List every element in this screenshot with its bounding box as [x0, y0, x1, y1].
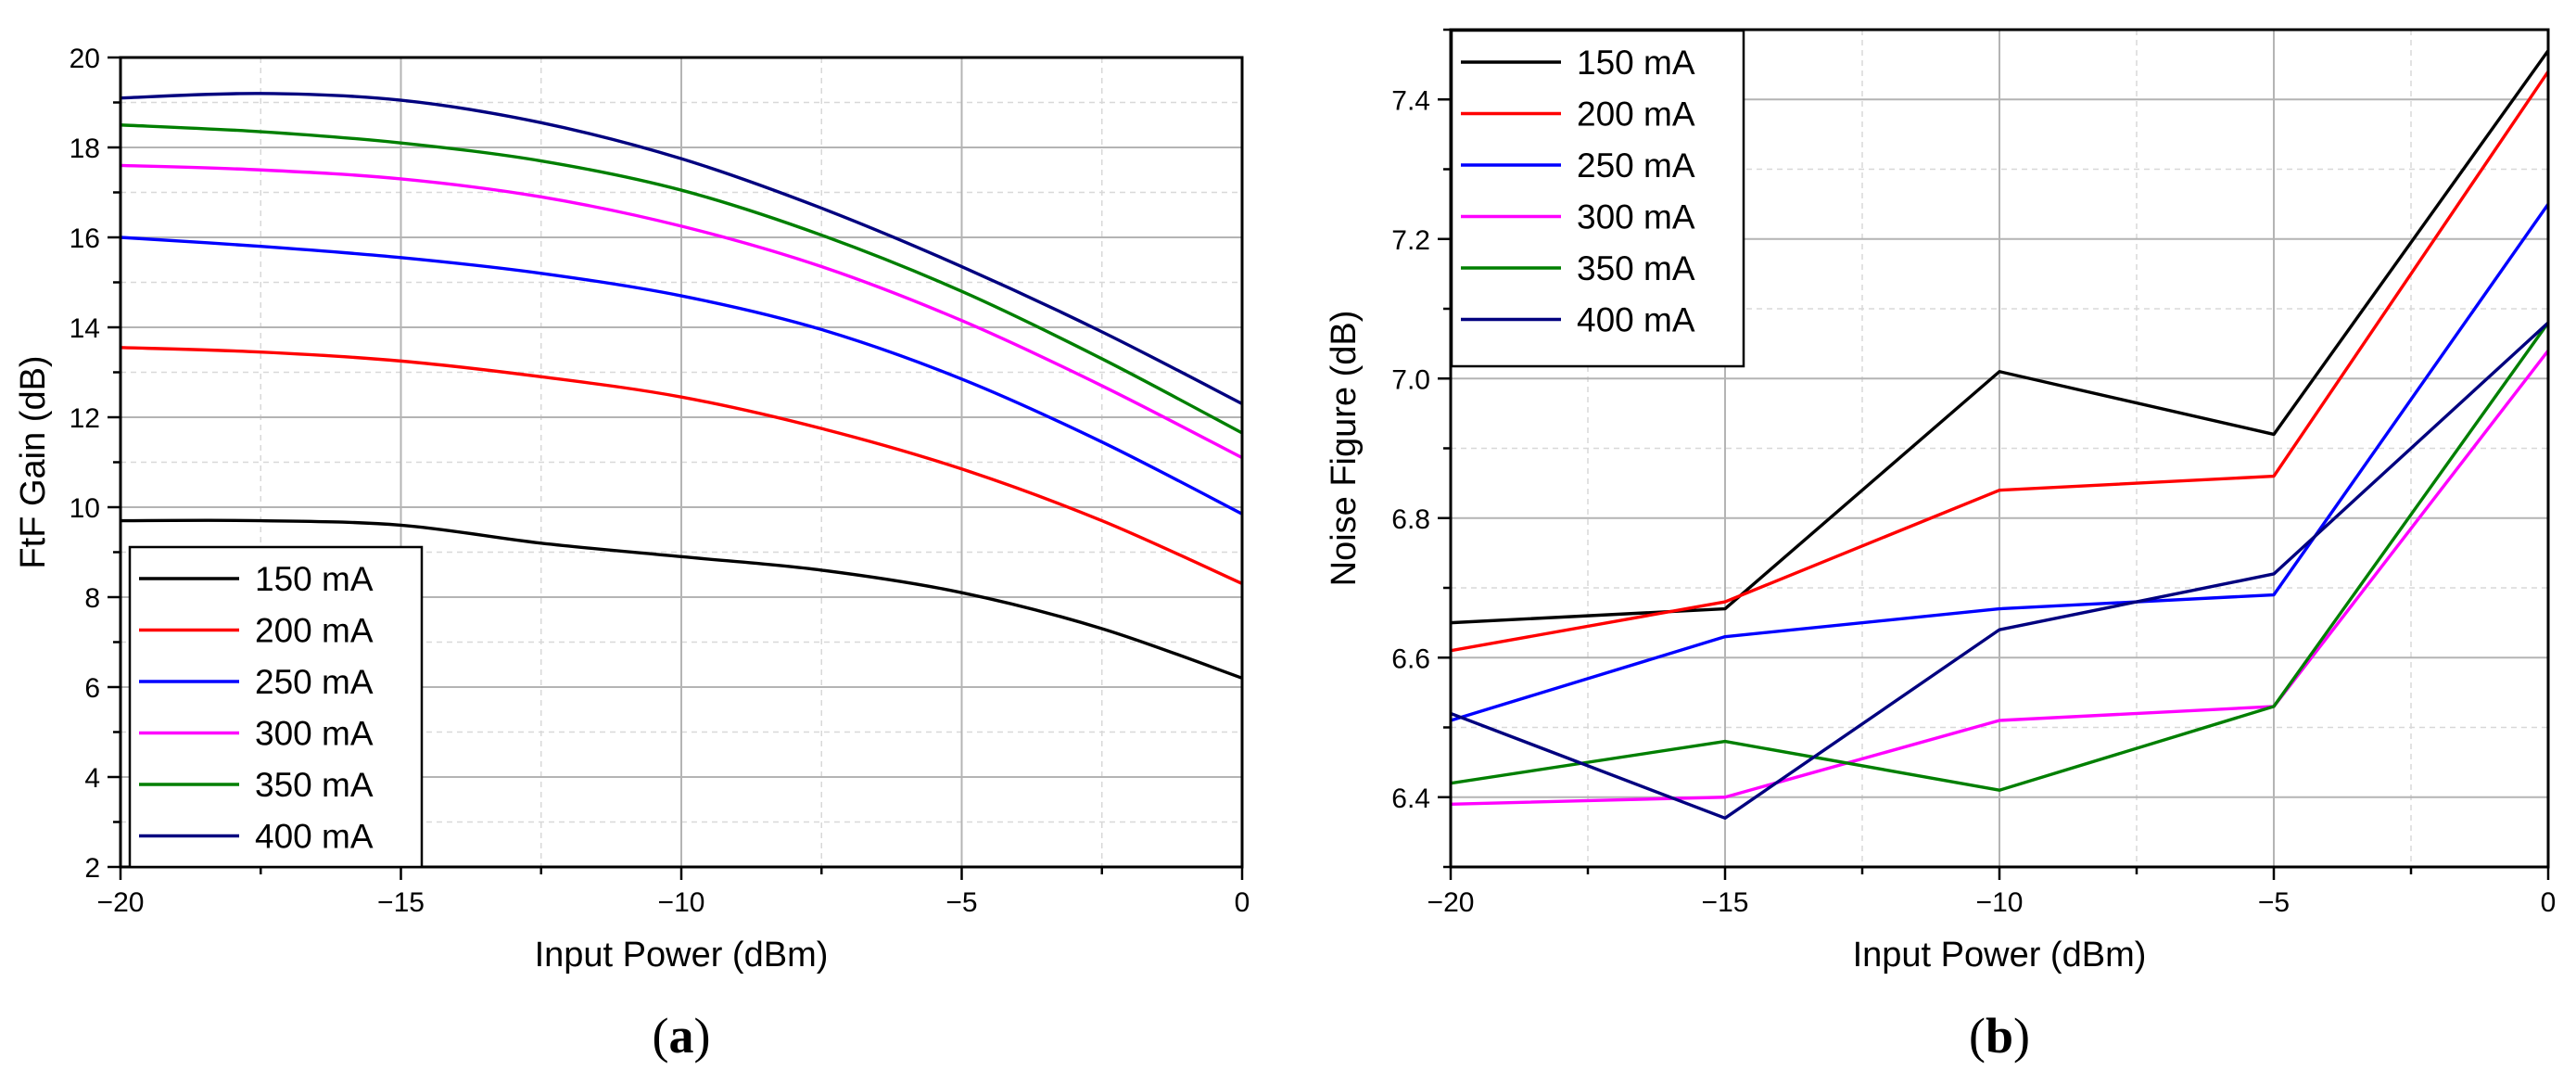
- panel-a-y-tick-label: 8: [84, 583, 100, 614]
- panel-b-y-axis-title: Noise Figure (dB): [1325, 311, 1364, 587]
- panel-a-y-tick-label: 16: [70, 223, 100, 254]
- panel-a-y-tick-label: 2: [84, 853, 100, 884]
- panel-b-legend-label-150-ma: 150 mA: [1577, 44, 1695, 82]
- panel-b-legend-label-400-ma: 400 mA: [1577, 301, 1695, 339]
- panel-a-series-line-350-ma: [121, 123, 1242, 435]
- panel-b-legend-label-300-ma: 300 mA: [1577, 198, 1695, 236]
- panel-b-x-tick-label: −15: [1702, 887, 1749, 918]
- panel-b-series-line-350-ma: [1451, 321, 2548, 792]
- panel-b-y-tick-label: 6.4: [1391, 784, 1430, 814]
- panel-b-x-tick-label: −5: [2258, 887, 2290, 918]
- panel-b-legend-label-350-ma: 350 mA: [1577, 249, 1695, 287]
- panel-b-y-tick-label: 7.0: [1391, 364, 1430, 395]
- panel-a-legend-label-300-ma: 300 mA: [255, 715, 374, 753]
- panel-a-x-tick-label: −20: [97, 887, 145, 918]
- panel-a-y-tick-label: 12: [70, 403, 100, 434]
- panel-b-x-tick-label: −20: [1428, 887, 1475, 918]
- panel-b-y-tick-label: 7.4: [1391, 85, 1430, 116]
- panel-b-series-line-150-ma: [1451, 48, 2548, 625]
- panel-a-y-tick-label: 14: [70, 313, 100, 344]
- panel-a-legend-label-350-ma: 350 mA: [255, 766, 374, 804]
- panel-a-x-axis-title: Input Power (dBm): [535, 936, 829, 975]
- panel-a-series-line-300-ma: [121, 163, 1242, 460]
- panel-b-x-tick-label: −10: [1976, 887, 2024, 918]
- panel-b-x-axis-title: Input Power (dBm): [1853, 936, 2147, 975]
- panel-b-legend: 150 mA 200 mA 250 mA 300 mA 350 mA 400 mA: [1450, 29, 1745, 368]
- panel-a-x-tick-label: −15: [377, 887, 425, 918]
- panel-a-series-line-400-ma: [121, 92, 1242, 406]
- panel-a-series-line-150-ma: [121, 518, 1242, 680]
- panel-b-series-line-200-ma: [1451, 70, 2548, 653]
- panel-b-series-line-300-ma: [1451, 349, 2548, 806]
- panel-a-y-tick-label: 6: [84, 673, 100, 704]
- panel-a-series-group: [121, 92, 1242, 680]
- panel-a-legend-label-150-ma: 150 mA: [255, 560, 374, 598]
- panel-a-legend-label-400-ma: 400 mA: [255, 818, 374, 856]
- panel-b-y-tick-label: 6.8: [1391, 504, 1430, 535]
- panel-a-y-tick-label: 18: [70, 134, 100, 164]
- panel-b-series-line-400-ma: [1451, 321, 2548, 821]
- panel-a-y-tick-label: 20: [70, 44, 100, 74]
- panel-a-x-tick-label: −10: [658, 887, 705, 918]
- panel-a-y-tick-label: 10: [70, 493, 100, 524]
- panel-a-series-line-200-ma: [121, 346, 1242, 586]
- panel-a-y-tick-label: 4: [84, 763, 100, 794]
- panel-b-legend-label-200-ma: 200 mA: [1577, 96, 1695, 134]
- panel-a-series-line-250-ma: [121, 236, 1242, 516]
- panel-a-x-tick-label: −5: [945, 887, 977, 918]
- panel-b-x-tick-label: 0: [2541, 887, 2557, 918]
- panel-b-caption-label: (b): [1969, 1008, 2030, 1064]
- panel-a-legend: 150 mA 200 mA 250 mA 300 mA 350 mA 400 mA: [128, 545, 424, 869]
- panel-b-y-tick-label: 7.2: [1391, 225, 1430, 256]
- panel-a-y-axis-title: FtF Gain (dB): [14, 355, 53, 568]
- panel-a-legend-box: [128, 545, 424, 869]
- panel-b-noise-figure-chart: −20 −15 −10 −5 0 6.4 6.6 6.8 7.0 7.2 7.4 Input Powe…: [1325, 28, 2557, 1064]
- panel-a-gain-chart: −20 −15 −10 −5 0 2 4 6 8 10 12 14 16 18 20 Input Power …: [14, 44, 1250, 1064]
- panel-b-y-tick-label: 6.6: [1391, 643, 1430, 674]
- panel-a-legend-label-250-ma: 250 mA: [255, 663, 374, 701]
- panel-b-legend-label-250-ma: 250 mA: [1577, 147, 1695, 185]
- panel-b-series-group: [1451, 48, 2548, 821]
- panel-b-series-line-250-ma: [1451, 202, 2548, 722]
- panel-b-legend-box: [1450, 29, 1745, 368]
- panel-a-x-tick-label: 0: [1235, 887, 1250, 918]
- panel-a-legend-label-200-ma: 200 mA: [255, 612, 374, 650]
- panel-a-caption-label: (a): [653, 1008, 711, 1064]
